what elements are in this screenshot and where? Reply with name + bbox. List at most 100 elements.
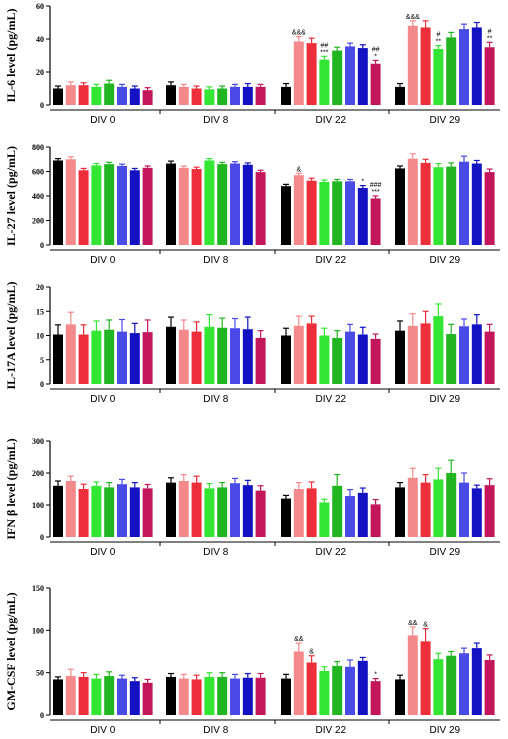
bar bbox=[433, 479, 444, 537]
bar bbox=[484, 47, 495, 105]
bar bbox=[230, 163, 240, 245]
bar bbox=[484, 172, 495, 245]
significance-annotation: && bbox=[408, 620, 418, 627]
bar bbox=[53, 88, 63, 105]
bar bbox=[191, 331, 202, 384]
y-tick-label: 5 bbox=[40, 356, 44, 365]
bar bbox=[407, 325, 418, 384]
y-tick-label: 50 bbox=[36, 669, 44, 678]
bar bbox=[281, 86, 291, 105]
bar bbox=[204, 676, 215, 715]
y-tick-label: 0 bbox=[40, 241, 44, 250]
bar bbox=[459, 653, 469, 715]
bar bbox=[91, 485, 102, 537]
bar bbox=[407, 635, 418, 715]
bar bbox=[178, 678, 189, 715]
y-tick-label: 100 bbox=[32, 501, 44, 510]
chart-panel-1: 0 20 40 60 IL-6 level (pg/mL) DIV 0 DIV 8 DIV 2… bbox=[4, 2, 500, 126]
bar bbox=[293, 325, 304, 384]
bar bbox=[459, 326, 469, 384]
bar bbox=[166, 326, 176, 384]
bar bbox=[395, 168, 405, 245]
bar bbox=[191, 169, 202, 245]
bar bbox=[370, 63, 381, 105]
y-tick-label: 0 bbox=[40, 533, 44, 542]
bar bbox=[407, 25, 418, 105]
significance-annotation: ** bbox=[436, 39, 442, 46]
bar bbox=[117, 484, 127, 537]
group-label: DIV 0 bbox=[90, 394, 115, 405]
bar bbox=[255, 172, 266, 245]
bar bbox=[78, 676, 89, 715]
bar bbox=[319, 181, 330, 245]
bar bbox=[370, 198, 381, 245]
y-tick-label: 0 bbox=[40, 380, 44, 389]
bar bbox=[204, 89, 215, 105]
bar bbox=[178, 481, 189, 537]
bar bbox=[217, 164, 228, 245]
bar bbox=[319, 670, 330, 715]
bar bbox=[65, 159, 76, 245]
significance-annotation: & bbox=[423, 622, 428, 629]
significance-annotation: * bbox=[374, 672, 377, 679]
bar bbox=[104, 164, 115, 245]
bar bbox=[230, 86, 240, 105]
bar bbox=[332, 337, 343, 384]
group-label: DIV 29 bbox=[430, 725, 461, 736]
group-label: DIV 0 bbox=[90, 115, 115, 126]
group-label: DIV 22 bbox=[316, 255, 347, 266]
bar bbox=[242, 677, 253, 715]
bar bbox=[117, 165, 127, 245]
bar bbox=[407, 477, 418, 537]
group-label: DIV 0 bbox=[90, 725, 115, 736]
bar bbox=[104, 83, 115, 105]
bar bbox=[459, 29, 469, 106]
bar bbox=[53, 679, 63, 715]
bar bbox=[230, 483, 240, 537]
bar bbox=[178, 329, 189, 384]
bar bbox=[471, 324, 482, 384]
bar bbox=[230, 328, 240, 384]
bar bbox=[178, 86, 189, 105]
bar bbox=[217, 88, 228, 105]
bar bbox=[484, 485, 495, 537]
chart-panel-3: 0 5 10 15 20 IL-17A level (pg/mL) DIV 0 DIV 8 DI… bbox=[4, 282, 500, 405]
bar bbox=[142, 488, 153, 537]
group-label: DIV 22 bbox=[316, 394, 347, 405]
bar bbox=[357, 48, 368, 105]
bar bbox=[306, 43, 317, 105]
y-tick-label: 800 bbox=[32, 143, 44, 152]
bar bbox=[191, 88, 202, 105]
bar bbox=[204, 160, 215, 245]
group-label: DIV 29 bbox=[430, 255, 461, 266]
y-tick-label: 10 bbox=[36, 332, 44, 341]
y-tick-label: 0 bbox=[40, 101, 44, 110]
group-label: DIV 22 bbox=[316, 725, 347, 736]
bar bbox=[78, 85, 89, 105]
significance-annotation: & bbox=[296, 166, 301, 173]
bar bbox=[242, 86, 253, 105]
bar bbox=[370, 681, 381, 715]
group-label: DIV 8 bbox=[203, 547, 228, 558]
bar bbox=[459, 482, 469, 537]
bar bbox=[332, 50, 343, 105]
bar bbox=[420, 162, 431, 245]
bar bbox=[395, 330, 405, 384]
bar bbox=[255, 677, 266, 715]
group-label: DIV 22 bbox=[316, 115, 347, 126]
bar bbox=[117, 86, 127, 105]
group-label: DIV 29 bbox=[430, 115, 461, 126]
chart-panel-4: 0 100 200 300 IFN β level (pg/mL) DIV 0 DIV 8 D… bbox=[4, 437, 500, 558]
bar bbox=[471, 648, 482, 715]
y-tick-label: 15 bbox=[36, 307, 44, 316]
bar bbox=[420, 482, 431, 537]
bar bbox=[142, 167, 153, 245]
group-label: DIV 8 bbox=[203, 255, 228, 266]
chart-panel-5: 0 50 100 150 GM-CSF level (pg/mL) DIV 0 DIV 8 D… bbox=[4, 584, 500, 736]
group-label: DIV 29 bbox=[430, 547, 461, 558]
bar bbox=[53, 334, 63, 384]
bar bbox=[142, 90, 153, 105]
bar bbox=[129, 170, 140, 245]
bar bbox=[142, 682, 153, 715]
bar bbox=[306, 488, 317, 537]
